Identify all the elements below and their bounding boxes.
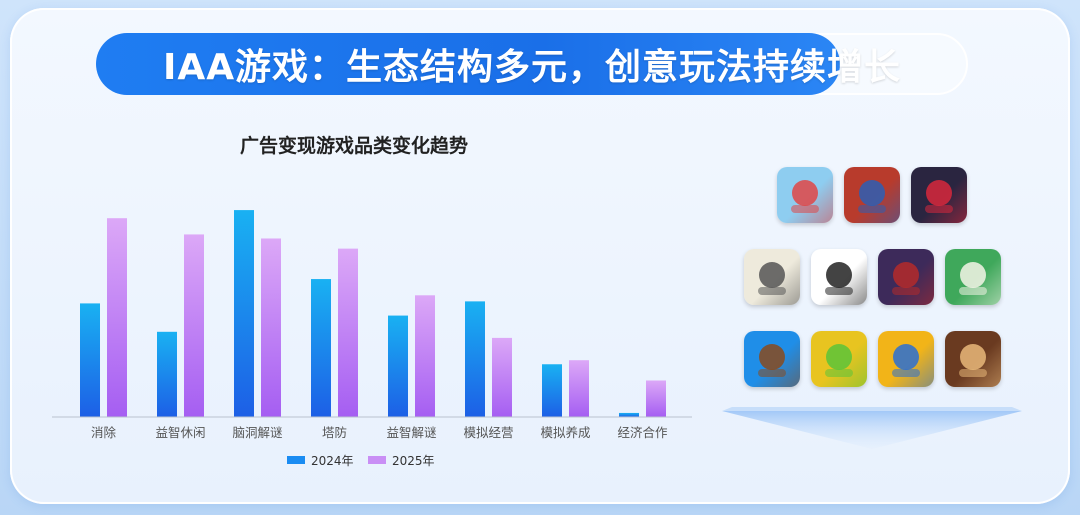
bar-2025-3 (338, 248, 358, 417)
bar-2024-2 (234, 210, 254, 417)
x-tick-label: 消除 (91, 425, 117, 440)
bar-2025-7 (646, 380, 666, 417)
x-tick-label: 模拟经营 (463, 425, 513, 440)
bar-2025-1 (184, 234, 204, 417)
x-tick-label: 益智休闲 (155, 425, 205, 440)
x-tick-label: 益智解谜 (386, 425, 437, 440)
x-tick-label: 塔防 (322, 425, 347, 440)
bar-2024-4 (388, 315, 408, 417)
bar-2025-2 (261, 238, 281, 417)
x-tick-label: 脑洞解谜 (232, 425, 283, 440)
brain-maze-icon (811, 249, 867, 305)
page-title: IAA游戏：生态结构多元，创意玩法持续增长 (162, 47, 902, 88)
mahjong-game-icon (945, 249, 1001, 305)
legend-swatch-1 (368, 456, 386, 464)
reaper-game-icon (911, 167, 967, 223)
x-tick-label: 模拟养成 (540, 425, 590, 440)
knight-game-icon (844, 167, 900, 223)
bar-2024-7 (619, 412, 639, 417)
bar-2025-4 (415, 295, 435, 417)
zombie-game-icon (878, 249, 934, 305)
bar-2025-5 (492, 337, 512, 417)
crossbow-game-icon (744, 331, 800, 387)
legend-label-1: 2025年 (392, 454, 435, 468)
banner-pill (96, 33, 840, 95)
plane-game-icon (777, 167, 833, 223)
bar-2024-5 (465, 301, 485, 417)
sketch-game-icon (744, 249, 800, 305)
warrior-game-icon (945, 331, 1001, 387)
bar-2025-0 (107, 218, 127, 417)
caveman-gear-icon (878, 331, 934, 387)
legend-label-0: 2024年 (311, 454, 354, 468)
bar-2024-0 (80, 303, 100, 417)
alien-game-icon (811, 331, 867, 387)
bar-2025-6 (569, 360, 589, 417)
chart-title: 广告变现游戏品类变化趋势 (240, 135, 469, 157)
bar-2024-3 (311, 279, 331, 417)
bar-2024-1 (157, 331, 177, 417)
x-tick-label: 经济合作 (617, 425, 668, 440)
stage-chevron (722, 407, 1022, 449)
bar-2024-6 (542, 364, 562, 417)
legend-swatch-0 (287, 456, 305, 464)
